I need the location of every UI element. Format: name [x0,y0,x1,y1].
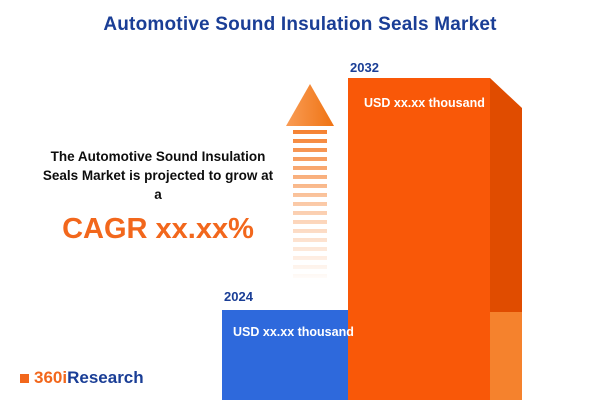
bar-label-2032: 2032 [350,60,379,75]
logo-text-orange: 360i [34,368,68,387]
arrow-dashed-shaft [293,130,327,284]
description: The Automotive Sound Insulation Seals Ma… [8,147,308,245]
cagr-value: CAGR xx.xx% [62,213,254,245]
description-line: The Automotive Sound Insulation [50,149,266,164]
up-arrow-icon [286,84,334,126]
bar-label-2024: 2024 [224,289,253,304]
bar-2024-front [222,310,380,400]
bar-2032-side-light [490,312,522,400]
page-title: Automotive Sound Insulation Seals Market [103,14,497,35]
bar-value-2032: USD xx.xx thousand [364,96,485,110]
bar-value-2024: USD xx.xx thousand [233,325,354,339]
brand-logo: 360iResearch [20,368,144,388]
growth-arrow [286,84,334,290]
bar-2032-front [348,78,490,400]
logo-text-navy: Research [67,368,144,387]
logo-mark-icon [20,374,29,383]
description-line: a [154,187,162,202]
description-line: Seals Market is projected to grow at [42,168,274,183]
